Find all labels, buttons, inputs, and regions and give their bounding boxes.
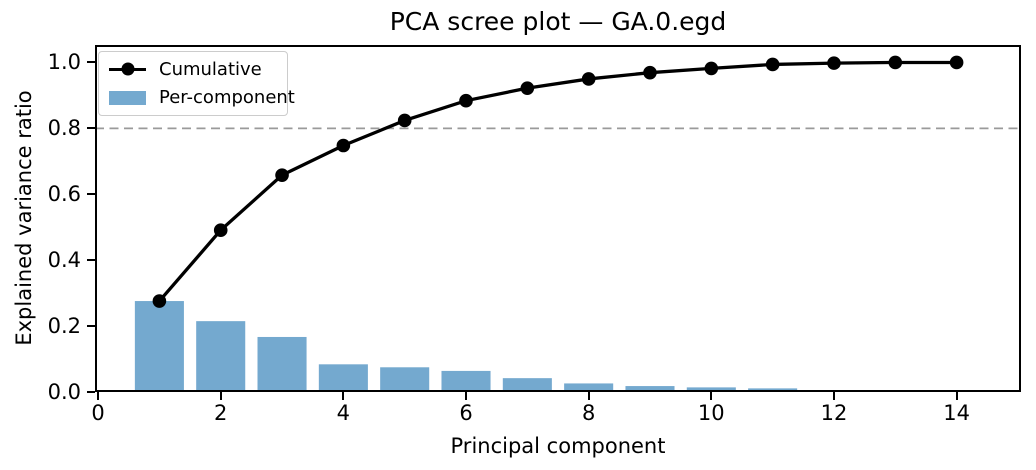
x-tick-mark-6 bbox=[465, 392, 467, 400]
y-tick-mark-0.6 bbox=[87, 193, 95, 196]
x-tick-mark-10 bbox=[710, 392, 713, 400]
chart-title: PCA scree plot — GA.0.egd bbox=[389, 7, 727, 36]
bar-pc2 bbox=[196, 321, 246, 392]
bar-pc6 bbox=[441, 370, 491, 392]
bar-pc10 bbox=[686, 387, 736, 392]
bar-pc9 bbox=[625, 386, 675, 392]
y-tick-label-0.6: 0.6 bbox=[47, 182, 81, 207]
plot-area: Cumulative Per-component bbox=[95, 45, 1021, 392]
legend-item-cumulative: Cumulative bbox=[109, 59, 277, 80]
x-tick-label-12: 12 bbox=[820, 401, 848, 425]
per-component-swatch-icon bbox=[109, 90, 146, 105]
bar-pc1 bbox=[134, 301, 184, 392]
cumulative-point-pc8 bbox=[581, 72, 596, 86]
cumulative-point-pc4 bbox=[336, 138, 351, 153]
y-tick-mark-0.8 bbox=[87, 127, 95, 130]
x-tick-label-2: 2 bbox=[214, 401, 228, 425]
y-tick-label-0.4: 0.4 bbox=[47, 248, 81, 273]
y-tick-mark-0.4 bbox=[87, 259, 95, 262]
cumulative-line-swatch-icon bbox=[109, 62, 146, 76]
y-tick-mark-0.0 bbox=[87, 391, 95, 393]
cumulative-point-pc14 bbox=[949, 55, 964, 70]
legend: Cumulative Per-component bbox=[98, 51, 295, 116]
x-tick-mark-8 bbox=[587, 392, 590, 400]
y-axis-ticks: 0.0 0.2 0.4 0.6 0.8 1.0 bbox=[0, 45, 95, 404]
bar-pc3 bbox=[257, 336, 307, 392]
x-axis-label: Principal component bbox=[450, 434, 666, 458]
cumulative-marker-icon bbox=[121, 62, 134, 76]
legend-label-cumulative: Cumulative bbox=[159, 59, 262, 80]
x-tick-mark-2 bbox=[219, 392, 222, 400]
bar-pc7 bbox=[502, 378, 552, 392]
cumulative-point-pc5 bbox=[397, 113, 412, 128]
x-tick-mark-14 bbox=[955, 392, 958, 400]
legend-item-per-component: Per-component bbox=[109, 87, 295, 108]
cumulative-line bbox=[158, 60, 957, 303]
bar-pc4 bbox=[318, 364, 368, 392]
cumulative-point-pc1 bbox=[152, 294, 167, 308]
y-tick-label-0.2: 0.2 bbox=[47, 314, 81, 339]
cumulative-point-pc3 bbox=[275, 168, 289, 182]
x-tick-label-4: 4 bbox=[336, 401, 351, 425]
x-axis-ticks: 0 2 4 6 8 10 12 14 bbox=[91, 392, 1021, 434]
x-tick-label-0: 0 bbox=[91, 401, 105, 425]
x-tick-mark-0 bbox=[97, 392, 100, 400]
bar-pc8 bbox=[564, 383, 614, 392]
y-tick-label-1.0: 1.0 bbox=[47, 50, 81, 75]
cumulative-point-pc2 bbox=[213, 223, 228, 237]
cumulative-point-pc10 bbox=[704, 61, 719, 76]
cumulative-point-pc6 bbox=[459, 93, 473, 108]
cumulative-point-pc9 bbox=[643, 65, 657, 80]
x-tick-label-8: 8 bbox=[581, 401, 596, 425]
cumulative-point-pc11 bbox=[765, 57, 780, 72]
y-tick-label-0.0: 0.0 bbox=[47, 380, 81, 404]
cumulative-point-pc13 bbox=[888, 55, 903, 70]
cumulative-point-pc7 bbox=[520, 81, 535, 95]
chart-canvas bbox=[95, 45, 1021, 392]
cumulative-point-pc12 bbox=[827, 56, 841, 70]
x-tick-label-10: 10 bbox=[697, 401, 725, 425]
y-tick-mark-1.0 bbox=[87, 61, 95, 64]
x-tick-mark-12 bbox=[832, 392, 835, 400]
axes-frame bbox=[95, 45, 1021, 392]
x-tick-mark-4 bbox=[342, 392, 345, 400]
x-tick-label-14: 14 bbox=[943, 401, 970, 425]
x-tick-label-6: 6 bbox=[459, 401, 473, 425]
y-tick-mark-0.2 bbox=[87, 325, 95, 328]
bar-pc5 bbox=[380, 367, 430, 392]
legend-label-per-component: Per-component bbox=[159, 87, 295, 108]
y-tick-label-0.8: 0.8 bbox=[47, 116, 81, 141]
